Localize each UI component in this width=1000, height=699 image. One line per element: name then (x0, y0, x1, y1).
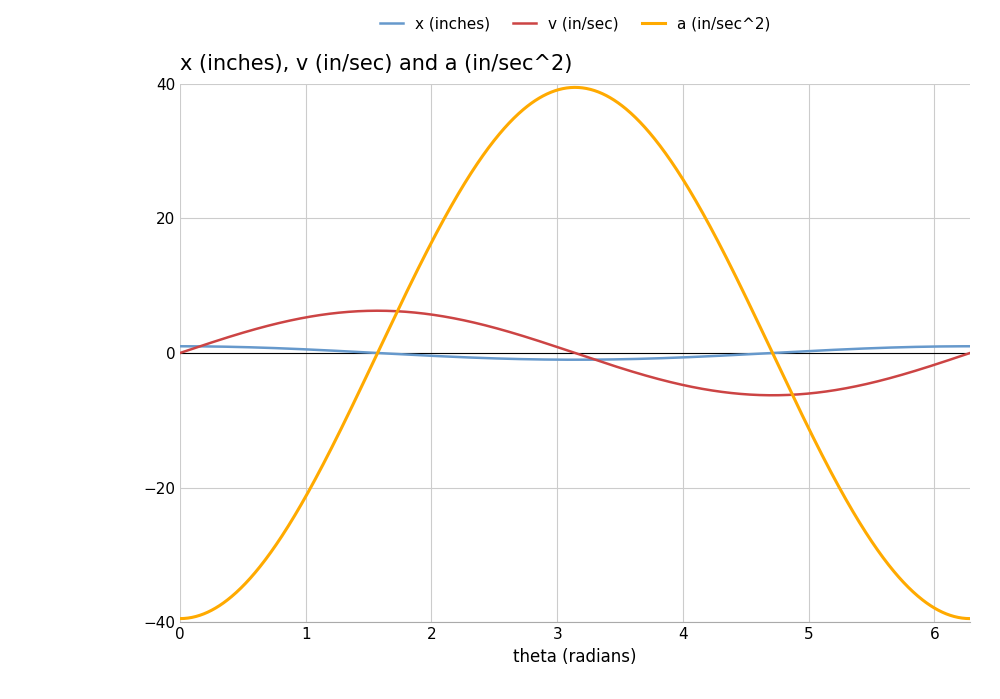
x (inches) (791, 347, 803, 356)
a (in/sec^2) (805, 429, 817, 438)
x (inches) (717, 352, 729, 360)
v (in/sec) (523, 333, 535, 342)
Line: a (in/sec^2): a (in/sec^2) (180, 87, 970, 619)
v (in/sec) (964, 349, 976, 357)
X-axis label: theta (radians): theta (radians) (513, 647, 637, 665)
v (in/sec) (792, 390, 804, 398)
a (in/sec^2) (569, 83, 581, 92)
v (in/sec) (806, 389, 818, 398)
Text: x (inches), v (in/sec) and a (in/sec^2): x (inches), v (in/sec) and a (in/sec^2) (180, 54, 572, 74)
x (inches) (493, 354, 505, 363)
v (in/sec) (255, 324, 267, 332)
a (in/sec^2) (791, 400, 803, 408)
a (in/sec^2) (174, 614, 186, 623)
a (in/sec^2) (717, 247, 729, 256)
v (in/sec) (372, 307, 384, 315)
Legend: x (inches), v (in/sec), a (in/sec^2): x (inches), v (in/sec), a (in/sec^2) (374, 10, 776, 38)
Line: x (inches): x (inches) (180, 346, 970, 360)
x (inches) (255, 343, 267, 352)
a (in/sec^2) (493, 130, 505, 138)
x (inches) (805, 347, 817, 355)
v (in/sec) (174, 349, 186, 357)
a (in/sec^2) (522, 101, 534, 110)
x (inches) (522, 355, 534, 363)
x (inches) (569, 356, 581, 364)
v (in/sec) (766, 391, 778, 399)
a (in/sec^2) (964, 614, 976, 623)
x (inches) (174, 342, 186, 350)
v (in/sec) (717, 388, 729, 396)
v (in/sec) (494, 325, 506, 333)
Line: v (in/sec): v (in/sec) (180, 311, 970, 395)
x (inches) (964, 342, 976, 350)
a (in/sec^2) (255, 561, 267, 570)
